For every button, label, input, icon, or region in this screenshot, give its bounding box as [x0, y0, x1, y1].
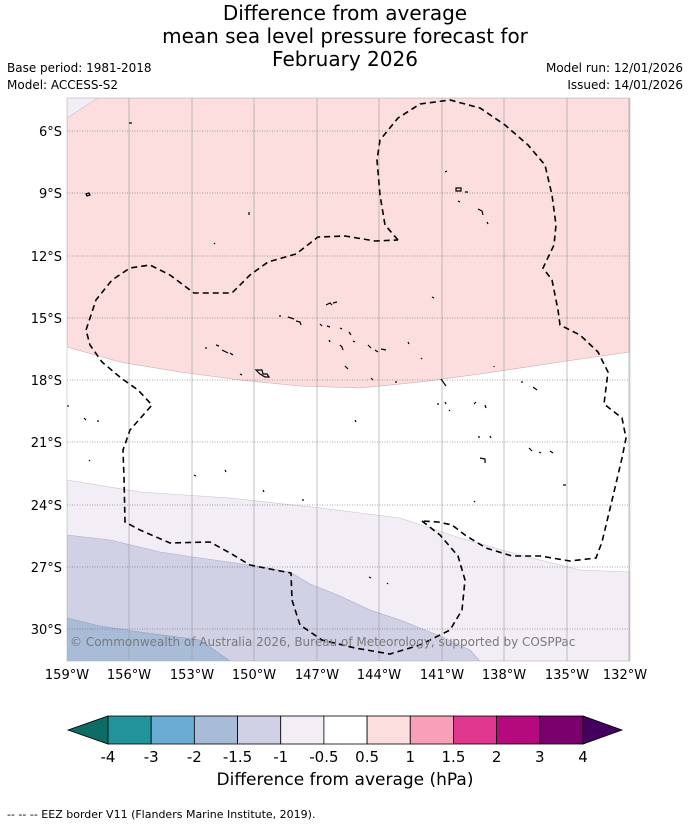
lat-label-24s: 24°S [31, 499, 62, 514]
model-run: Model run: 12/01/2026 [545, 61, 683, 75]
lat-label-9s: 9°S [39, 187, 62, 202]
eez-footer-note: -- -- -- EEZ border V11 (Flanders Marine… [7, 808, 316, 821]
lat-label-27s: 27°S [31, 561, 62, 576]
model-name: Model: ACCESS-S2 [7, 78, 119, 92]
colorbar-segment [409, 715, 454, 745]
colorbar-tick-label: -1.5 [223, 748, 252, 766]
colorbar-segment [107, 715, 152, 745]
lat-label-21s: 21°S [31, 436, 62, 451]
copyright-text: © Commonwealth of Australia 2026, Bureau… [70, 635, 575, 649]
colorbar-segment [539, 715, 584, 745]
lon-label-135w: 135°W [545, 668, 589, 683]
lon-label-153w: 153°W [170, 668, 214, 683]
title-line-3: February 2026 [272, 47, 418, 71]
colorbar-segment [323, 715, 368, 745]
lat-label-6s: 6°S [39, 125, 62, 140]
anomaly-band-northwest-corner [67, 98, 99, 119]
islands [67, 122, 566, 585]
colorbar-tick-label: -3 [144, 748, 159, 766]
eez-border-south [85, 235, 466, 655]
lat-labels: 6°S 9°S 12°S 15°S 18°S 21°S 24°S 27°S 30… [31, 125, 62, 638]
colorbar-tick-label: 0.5 [355, 748, 379, 766]
lon-label-159w: 159°W [45, 668, 89, 683]
meta-right: Model run: 12/01/2026 Issued: 14/01/2026 [546, 60, 683, 94]
lon-label-147w: 147°W [295, 668, 339, 683]
colorbar-extend-low [66, 715, 109, 745]
map-figure: © Commonwealth of Australia 2026, Bureau… [31, 97, 647, 766]
lon-label-138w: 138°W [482, 668, 526, 683]
lon-label-144w: 144°W [357, 668, 401, 683]
lat-label-12s: 12°S [31, 250, 62, 265]
map-frame [66, 97, 631, 662]
lat-label-18s: 18°S [31, 374, 62, 389]
anomaly-band-north [67, 98, 630, 389]
title-line-2: mean sea level pressure forecast for [162, 24, 528, 48]
colorbar-tick-label: 1 [405, 748, 415, 766]
colorbar-segment [453, 715, 498, 745]
colorbar-segment [280, 715, 325, 745]
lon-label-141w: 141°W [420, 668, 464, 683]
colorbar-segment [150, 715, 195, 745]
colorbar-tick-label: -0.5 [309, 748, 338, 766]
colorbar-segment [237, 715, 282, 745]
lon-labels: 159°W 156°W 153°W 150°W 147°W 144°W 141°… [45, 668, 647, 683]
lat-label-15s: 15°S [31, 312, 62, 327]
meta-left: Base period: 1981-2018 Model: ACCESS-S2 [7, 60, 152, 94]
colorbar-title: Difference from average (hPa) [216, 770, 474, 790]
eez-border-main [376, 99, 627, 562]
colorbar [66, 715, 624, 745]
lat-label-30s: 30°S [31, 623, 62, 638]
colorbar-tick-label: 3 [535, 748, 545, 766]
colorbar-tick-label: 4 [578, 748, 588, 766]
colorbar-segment [193, 715, 238, 745]
title-line-1: Difference from average [222, 1, 468, 25]
issued-date: Issued: 14/01/2026 [567, 78, 683, 92]
base-period: Base period: 1981-2018 [7, 61, 152, 75]
lon-label-132w: 132°W [603, 668, 647, 683]
colorbar-extend-high [582, 715, 624, 745]
colorbar-tick-label: -2 [187, 748, 202, 766]
anomaly-band-southwest [67, 534, 481, 661]
colorbar-tick-label: 1.5 [442, 748, 466, 766]
colorbar-tick-label: 2 [492, 748, 502, 766]
lon-label-156w: 156°W [107, 668, 151, 683]
colorbar-tick-label: -4 [101, 748, 116, 766]
colorbar-tick-labels: -4 -3 -2 -1.5 -1 -0.5 0.5 1 1.5 2 3 4 [101, 748, 588, 766]
colorbar-tick-label: -1 [273, 748, 288, 766]
colorbar-segment [496, 715, 541, 745]
map-panel [67, 98, 630, 661]
colorbar-segment [366, 715, 411, 745]
lon-label-150w: 150°W [232, 668, 276, 683]
